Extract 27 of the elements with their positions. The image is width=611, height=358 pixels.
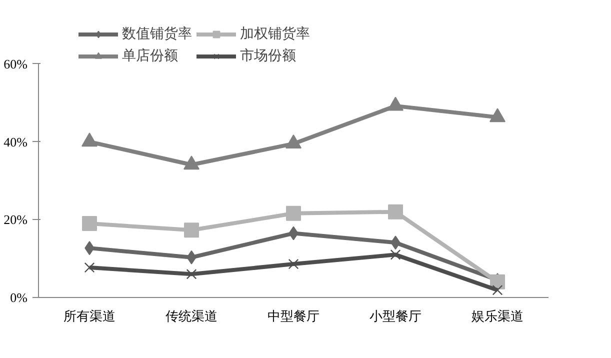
y-tick-label: 60% [4,56,28,72]
legend-label: 数值铺货率 [122,25,192,43]
point [286,206,301,221]
point [84,262,95,273]
point [186,268,197,280]
point [390,249,401,260]
x-tick-label: 娱乐渠道 [472,308,524,324]
y-tick-label: 40% [4,134,28,150]
x-tick-label: 中型餐厅 [268,308,320,324]
point [490,108,506,122]
legend-label: 加权铺货率 [240,25,310,43]
point [184,222,199,238]
point [288,258,299,270]
point [82,132,98,147]
point [184,156,200,170]
x-tick-label: 所有渠道 [64,308,116,324]
x-tick-label: 传统渠道 [166,308,218,324]
point [82,216,97,232]
legend-label: 单店份额 [122,47,178,65]
point [388,96,404,111]
point [286,134,302,149]
x-tick-label: 小型餐厅 [370,308,422,324]
point [492,284,503,296]
y-tick-label: 20% [4,212,28,228]
point [388,204,403,220]
y-tick-label: 0% [10,290,28,305]
legend-label: 市场份额 [240,47,296,65]
